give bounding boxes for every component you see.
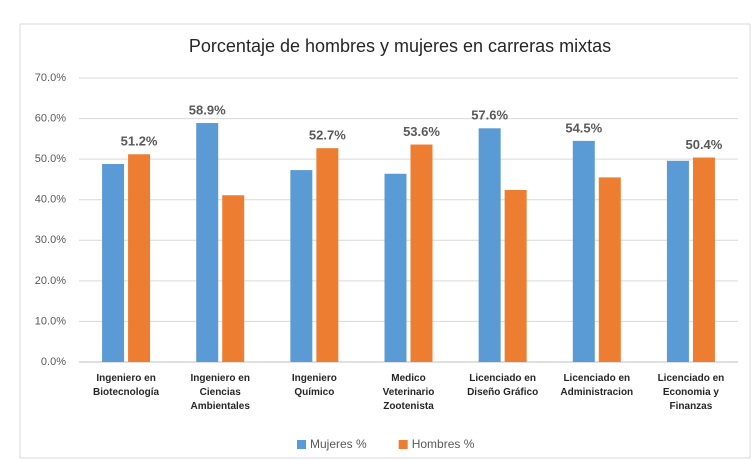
bar — [316, 148, 339, 362]
x-tick-line: Químico — [294, 387, 334, 398]
y-tick-label: 70.0% — [35, 72, 66, 84]
x-tick-line: Veterinario — [383, 387, 435, 398]
x-tick-label: Ingeniero Químico — [292, 373, 337, 398]
value-label: 54.5% — [565, 120, 602, 135]
bar — [666, 160, 689, 362]
value-label: 50.4% — [685, 137, 722, 152]
value-label: 52.7% — [309, 128, 346, 143]
legend-label: Mujeres % — [310, 437, 367, 451]
value-label: 53.6% — [403, 124, 440, 139]
chart-title: Porcentaje de hombres y mujeres en carre… — [189, 36, 611, 56]
bar — [478, 128, 501, 362]
value-label: 58.9% — [189, 102, 226, 117]
bar — [290, 170, 313, 362]
bar — [504, 189, 527, 362]
bar — [102, 164, 125, 362]
x-tick-line: Licenciado en — [563, 373, 630, 384]
bar — [384, 173, 407, 362]
bar — [128, 154, 151, 362]
bar — [222, 195, 245, 362]
x-tick-label: Ingeniero en Ciencias Ambientales — [190, 373, 250, 412]
x-tick-line: Economia y — [663, 387, 720, 398]
legend-swatch — [398, 440, 408, 449]
y-tick-label: 20.0% — [35, 275, 66, 287]
x-tick-label: Licenciado en Administracion — [560, 373, 633, 398]
x-tick-line: Licenciado en — [658, 373, 725, 384]
y-tick-label: 10.0% — [35, 315, 66, 327]
y-tick-label: 40.0% — [35, 194, 66, 206]
bar — [598, 177, 621, 362]
x-tick-label: Medico Veterinario Zootenista — [383, 373, 435, 412]
x-tick-line: Administracion — [560, 387, 633, 398]
x-tick-line: Ingeniero en — [190, 373, 249, 384]
x-tick-label: Licenciado en Economia y Finanzas — [658, 373, 725, 412]
x-tick-line: Licenciado en — [469, 373, 536, 384]
x-tick-line: Ciencias — [200, 387, 242, 398]
x-tick-line: Zootenista — [383, 401, 434, 412]
x-tick-line: Ingeniero en — [96, 373, 155, 384]
legend-label: Hombres % — [412, 437, 475, 451]
y-tick-label: 30.0% — [35, 234, 66, 246]
bar — [572, 140, 595, 362]
value-label: 57.6% — [471, 108, 508, 123]
bar — [196, 123, 219, 362]
x-tick-line: Ambientales — [190, 401, 250, 412]
bar — [410, 144, 433, 362]
y-tick-label: 50.0% — [35, 153, 66, 165]
y-tick-label: 0.0% — [41, 356, 66, 368]
x-tick-line: Biotecnología — [93, 387, 160, 398]
x-tick-label: Ingeniero en Biotecnología — [93, 373, 160, 398]
x-tick-line: Diseño Gráfico — [467, 387, 538, 398]
value-label: 51.2% — [121, 134, 158, 149]
x-tick-line: Ingeniero — [292, 373, 337, 384]
x-tick-line: Medico — [391, 373, 425, 384]
x-tick-line: Finanzas — [670, 401, 713, 412]
bar — [692, 157, 715, 362]
legend-swatch — [297, 440, 306, 449]
x-tick-label: Licenciado en Diseño Gráfico — [467, 373, 538, 398]
y-tick-label: 60.0% — [35, 112, 66, 124]
